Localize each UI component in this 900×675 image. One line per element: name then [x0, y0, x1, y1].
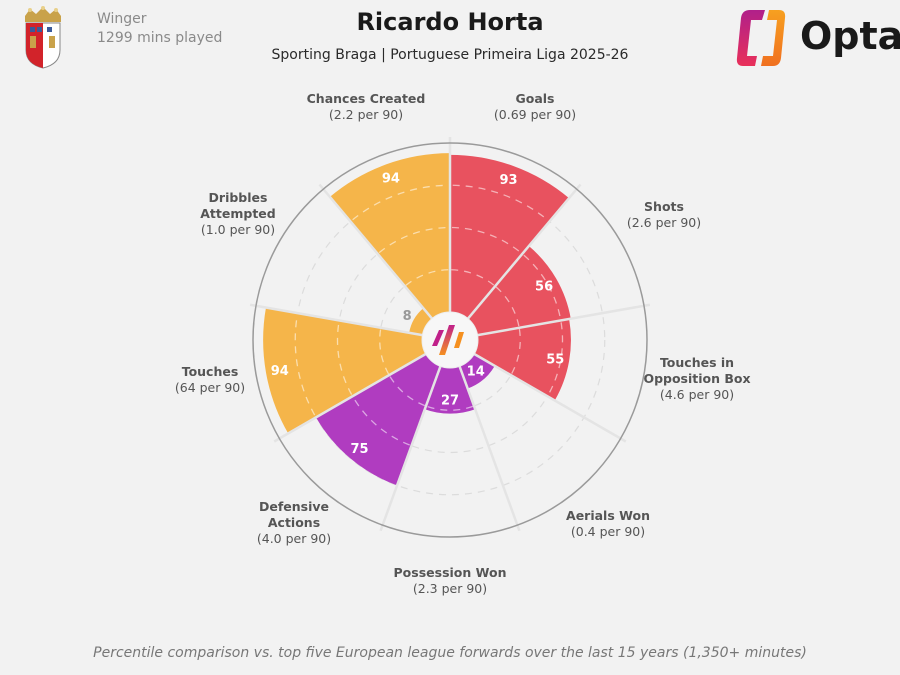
player-meta: Winger 1299 mins played [97, 10, 222, 48]
bar-grid-ring [336, 322, 353, 395]
value-label: 56 [535, 280, 553, 295]
value-label: 55 [546, 353, 564, 368]
category-label-goals: Goals (0.69 per 90) [494, 91, 576, 123]
category-name: Shots [644, 199, 684, 214]
opta-center-logo-icon [432, 325, 464, 355]
per90-value: (4.6 per 90) [659, 387, 735, 402]
bar-dribbles-attempted [409, 308, 433, 336]
player-name: Ricardo Horta [356, 8, 544, 36]
minutes-played: 1299 mins played [97, 30, 223, 46]
spoke [273, 352, 427, 443]
category-name-line2: Opposition Box [643, 371, 751, 386]
bar-touches-in-opposition-box [474, 318, 571, 401]
category-label-dribbles-attempted: Dribbles Attempted (1.0 per 90) [200, 190, 275, 238]
per90-value: (2.6 per 90) [626, 215, 702, 230]
bar-grid-ring [495, 286, 520, 327]
category-name: Touches in [659, 355, 735, 370]
bar-grid-ring [510, 328, 521, 375]
category-label-chances-created: Chances Created (2.2 per 90) [307, 91, 426, 123]
spoke [477, 303, 651, 337]
sporting-braga-crest-icon [25, 6, 61, 69]
category-label-aerials-won: Aerials Won (0.4 per 90) [566, 508, 650, 540]
spoke [473, 352, 627, 443]
bar-grid-ring [405, 269, 449, 286]
per90-value: (1.0 per 90) [200, 222, 276, 237]
category-name: Chances Created [306, 91, 426, 106]
value-label: 75 [350, 442, 368, 457]
category-name-line2: Attempted [200, 206, 276, 221]
bar-grid-ring [294, 315, 316, 416]
bar-touches [263, 307, 426, 434]
spoke [467, 183, 582, 320]
category-name: Possession Won [393, 565, 507, 580]
bar-grid-ring [523, 254, 562, 319]
value-label: 14 [467, 365, 485, 380]
category-label-touches-in-opposition-box: Touches in Opposition Box (4.6 per 90) [643, 355, 750, 403]
footnote: Percentile comparison vs. top five Europ… [93, 645, 807, 661]
bar-grid-ring [379, 328, 390, 375]
spoke [249, 303, 423, 337]
spoke [458, 365, 521, 532]
team-league-subtitle: Sporting Braga | Portuguese Primeira Lig… [271, 47, 629, 63]
per90-value: (4.0 per 90) [256, 531, 332, 546]
per90-value: (64 per 90) [174, 380, 246, 395]
value-label: 93 [499, 173, 517, 188]
player-position: Winger [97, 11, 147, 27]
bar-grid-ring [451, 226, 522, 254]
bar-defensive-actions [315, 354, 441, 486]
bar-grid-ring [378, 226, 449, 254]
value-label: 94 [271, 364, 289, 379]
bar-grid-ring [389, 375, 426, 407]
bar-grid-ring [426, 405, 474, 411]
spoke [318, 183, 433, 320]
per90-value: (0.69 per 90) [493, 107, 577, 122]
value-label: 94 [382, 172, 400, 187]
opta-wordmark: Opta [800, 14, 900, 58]
per90-value: (2.2 per 90) [328, 107, 404, 122]
spoke [379, 365, 442, 532]
category-name-line2: Actions [267, 515, 321, 530]
opta-logo-icon [736, 10, 786, 66]
category-name: Dribbles [208, 190, 268, 205]
bar-grid-ring [352, 184, 448, 221]
category-label-defensive-actions: Defensive Actions (4.0 per 90) [257, 499, 331, 547]
category-label-touches: Touches (64 per 90) [175, 364, 245, 396]
value-label: 8 [403, 309, 412, 324]
category-label-possession-won: Possession Won (2.3 per 90) [394, 565, 507, 597]
bar-grid-ring [451, 269, 495, 286]
bar-aerials-won [459, 354, 495, 389]
outer-ring [252, 142, 648, 538]
bar-goals [450, 154, 570, 319]
category-name: Aerials Won [566, 508, 650, 523]
category-name: Goals [515, 91, 555, 106]
category-name: Defensive [258, 499, 330, 514]
bar-grid-ring [353, 397, 410, 446]
value-label: 27 [441, 394, 459, 409]
category-label-shots: Shots (2.6 per 90) [627, 199, 701, 231]
category-name: Touches [181, 364, 239, 379]
per90-value: (2.3 per 90) [412, 581, 488, 596]
bar-grid-ring [452, 184, 548, 221]
per90-value: (0.4 per 90) [570, 524, 646, 539]
bar-shots [467, 246, 571, 336]
bar-grid-ring [547, 322, 564, 395]
